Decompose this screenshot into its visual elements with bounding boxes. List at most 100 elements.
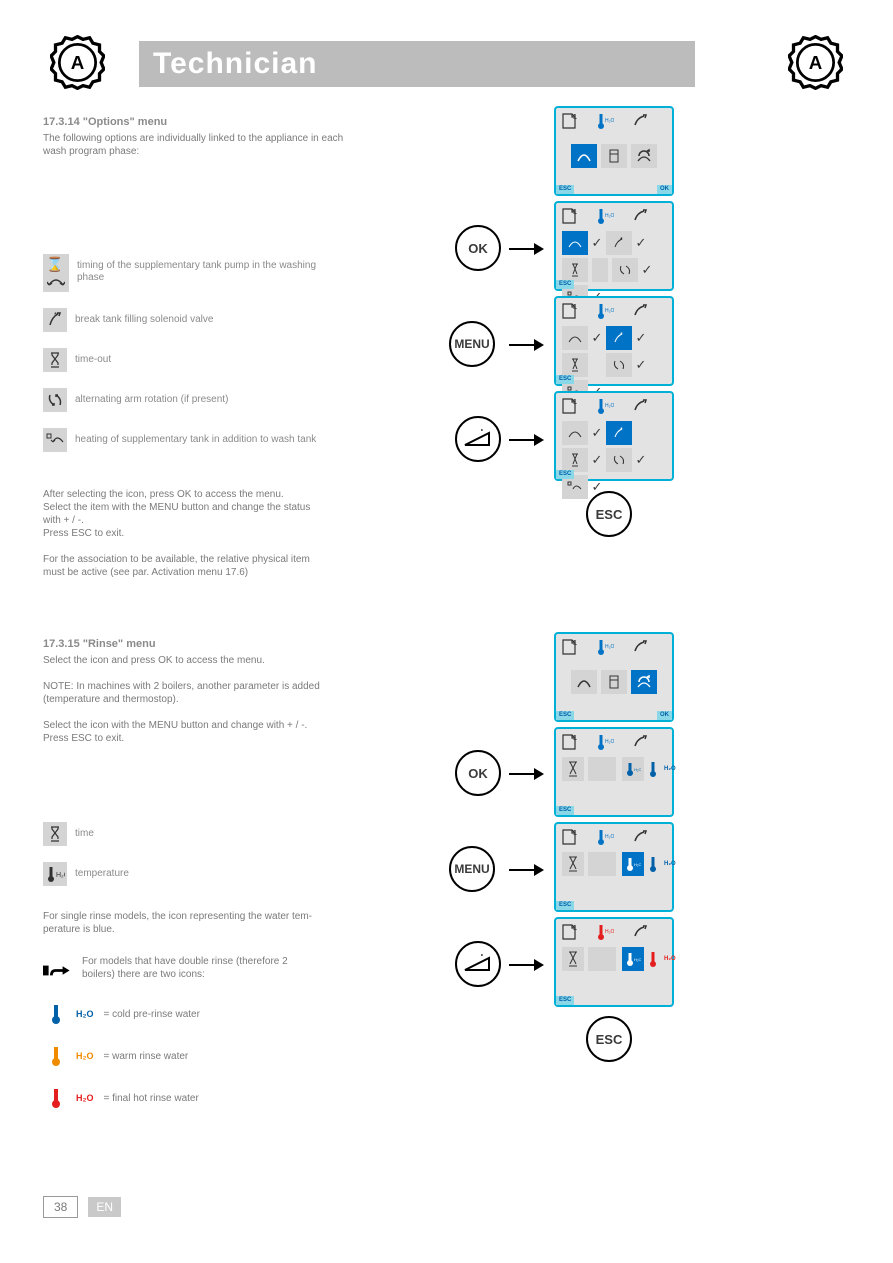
h2o-red-icon xyxy=(50,1086,74,1110)
ramp-icon: + xyxy=(463,954,493,974)
h2o-orange-icon xyxy=(50,1044,74,1068)
ok-button: OK xyxy=(455,225,501,271)
plug-icon xyxy=(632,112,650,130)
arrow-icon xyxy=(509,864,544,876)
svg-text:1: 1 xyxy=(573,304,577,311)
page-number: 38 xyxy=(43,1196,78,1218)
esc-tab: ESC xyxy=(556,185,574,194)
solenoid-icon: * xyxy=(43,308,67,332)
screen-option xyxy=(571,144,597,168)
svg-text:1: 1 xyxy=(573,640,577,647)
svg-text:1: 1 xyxy=(573,925,577,932)
esc-tab: ESC xyxy=(556,996,574,1005)
rinse-heading: 17.3.15 "Rinse" menu xyxy=(43,638,156,650)
esc-button: ESC xyxy=(586,491,632,537)
h2o-label: H₂O xyxy=(76,1009,94,1019)
menu-button: MENU xyxy=(449,321,495,367)
menu-button: MENU xyxy=(449,846,495,892)
ok-button: OK xyxy=(455,750,501,796)
svg-text:H₂O: H₂O xyxy=(634,767,641,772)
esc-button: ESC xyxy=(586,1016,632,1062)
h2o-legend: H₂O = cold pre-rinse water H₂O = warm ri… xyxy=(50,1002,200,1128)
note-text: For models that have double rinse (there… xyxy=(82,955,442,981)
svg-text:H₂O: H₂O xyxy=(605,213,614,219)
screen-rinse-3: 1 H₂O H₂O H₂O ESC xyxy=(554,822,674,912)
esc-tab: ESC xyxy=(556,806,574,815)
svg-text:1: 1 xyxy=(573,399,577,406)
svg-text:*: * xyxy=(620,427,623,434)
svg-text:H₂O: H₂O xyxy=(605,644,614,650)
svg-text:1: 1 xyxy=(573,735,577,742)
screen-option xyxy=(562,421,588,445)
screen-options-1: 1 H₂O ESC OK xyxy=(554,106,674,196)
screen-option xyxy=(562,353,588,377)
esc-tab: ESC xyxy=(556,711,574,720)
svg-text:*: * xyxy=(54,311,57,320)
screen-option xyxy=(606,448,632,472)
screen-option xyxy=(631,670,657,694)
svg-text:1: 1 xyxy=(573,114,577,121)
esc-tab: ESC xyxy=(556,375,574,384)
timeout-icon xyxy=(43,348,67,372)
svg-text:H₂O: H₂O xyxy=(605,834,614,840)
ramp-icon: + xyxy=(463,429,493,449)
screen-option: * xyxy=(606,231,632,255)
brand-logo-right: A xyxy=(788,35,843,90)
options-icon-list: ⌛ timing of the supplementary tank pump … xyxy=(43,254,316,456)
screen-option xyxy=(562,757,584,781)
plus-button: + xyxy=(455,941,501,987)
svg-text:H₂O: H₂O xyxy=(605,739,614,745)
brand-logo-left: A xyxy=(50,35,105,90)
lang-code: EN xyxy=(88,1197,121,1217)
pointer-icon xyxy=(43,963,71,978)
svg-text:H₂O: H₂O xyxy=(605,403,614,409)
options-text: The following options are individually l… xyxy=(43,132,443,158)
svg-text:H₂O: H₂O xyxy=(605,308,614,314)
screen-option xyxy=(631,144,657,168)
screen-option xyxy=(562,326,588,350)
screen-option xyxy=(562,231,588,255)
svg-text:H₂O: H₂O xyxy=(605,118,614,124)
rinse-tail: For single rinse models, the icon repres… xyxy=(43,910,443,936)
arrow-icon xyxy=(509,339,544,351)
screen-options-4: 1 H₂O ✓ * ✓ ✓ ✓ ESC xyxy=(554,391,674,481)
alt-rotation-icon xyxy=(43,388,67,412)
svg-text:H₂O: H₂O xyxy=(634,862,641,867)
temp-icon: H₂O xyxy=(596,112,614,130)
screen-rinse-1: 1 H₂O ESC OK xyxy=(554,632,674,722)
screen-option xyxy=(562,448,588,472)
arrow-icon xyxy=(509,434,544,446)
title-bar: Technician xyxy=(139,41,695,87)
svg-text:1: 1 xyxy=(573,209,577,216)
svg-text:A: A xyxy=(71,52,85,73)
h2o-blue-icon xyxy=(50,1002,74,1026)
h2o-label: H₂O xyxy=(76,1093,94,1103)
screen-option xyxy=(612,258,638,282)
screen-rinse-2: 1 H₂O H₂O H₂O ESC xyxy=(554,727,674,817)
svg-text:*: * xyxy=(620,237,623,244)
esc-tab: ESC xyxy=(556,901,574,910)
plus-button: + xyxy=(455,416,501,462)
heating-icon xyxy=(43,428,67,452)
temperature-icon: H₂O xyxy=(43,862,67,886)
options-heading: 17.3.14 "Options" menu xyxy=(43,116,167,128)
screen-option: H₂O xyxy=(622,757,644,781)
page-footer: 38 EN xyxy=(43,1196,121,1218)
screen-option: * xyxy=(606,326,632,350)
screen-option xyxy=(562,258,588,282)
rinse-text: Select the icon and press OK to access t… xyxy=(43,654,443,745)
screen-option xyxy=(601,144,627,168)
pump-timer-icon: ⌛ xyxy=(43,254,69,292)
svg-text:A: A xyxy=(809,52,823,73)
esc-tab: ESC xyxy=(556,280,574,289)
svg-text:*: * xyxy=(620,332,623,339)
screen-option xyxy=(606,353,632,377)
arrow-icon xyxy=(509,959,544,971)
arrow-icon xyxy=(509,768,544,780)
svg-text:H₂O: H₂O xyxy=(634,957,641,962)
screen-rinse-4: 1 H₂O H₂O H₂O ESC xyxy=(554,917,674,1007)
h2o-label: H₂O xyxy=(76,1051,94,1061)
svg-text:+: + xyxy=(479,429,485,435)
doc-icon: 1 xyxy=(560,112,578,130)
arrow-icon xyxy=(509,243,544,255)
